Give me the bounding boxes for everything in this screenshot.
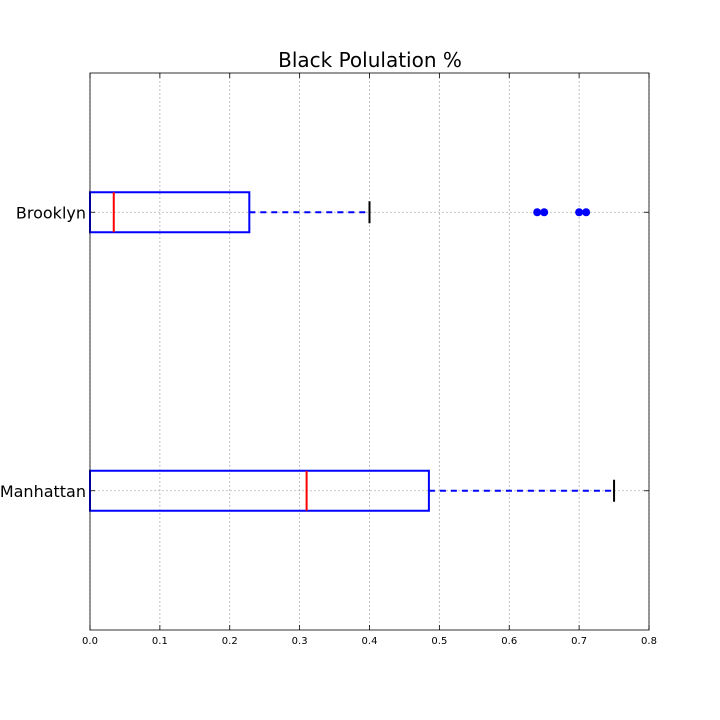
x-tick-label: 0.5 [431, 636, 447, 647]
category-label-brooklyn: Brooklyn [16, 203, 86, 222]
x-tick-label: 0.7 [571, 636, 587, 647]
x-tick-label: 0.1 [152, 636, 168, 647]
x-tick-label: 0.2 [222, 636, 238, 647]
outlier-point [540, 208, 549, 217]
x-tick-label: 0.4 [362, 636, 378, 647]
chart-title: Black Polulation % [278, 48, 462, 72]
category-label-manhattan: Manhattan [0, 482, 86, 501]
x-tick-label: 0.0 [82, 636, 98, 647]
x-tick-label: 0.6 [501, 636, 517, 647]
box-plots [89, 191, 616, 512]
outlier-point [575, 208, 584, 217]
x-tick-label: 0.3 [292, 636, 308, 647]
axes: Brooklyn Manhattan 0.0 0.1 0.2 0.3 0.4 0.5 0.6 0.… [0, 72, 657, 647]
grid-lines [89, 73, 650, 630]
outlier-point [533, 208, 542, 217]
x-tick-label: 0.8 [641, 636, 657, 647]
outlier-point [582, 208, 591, 217]
